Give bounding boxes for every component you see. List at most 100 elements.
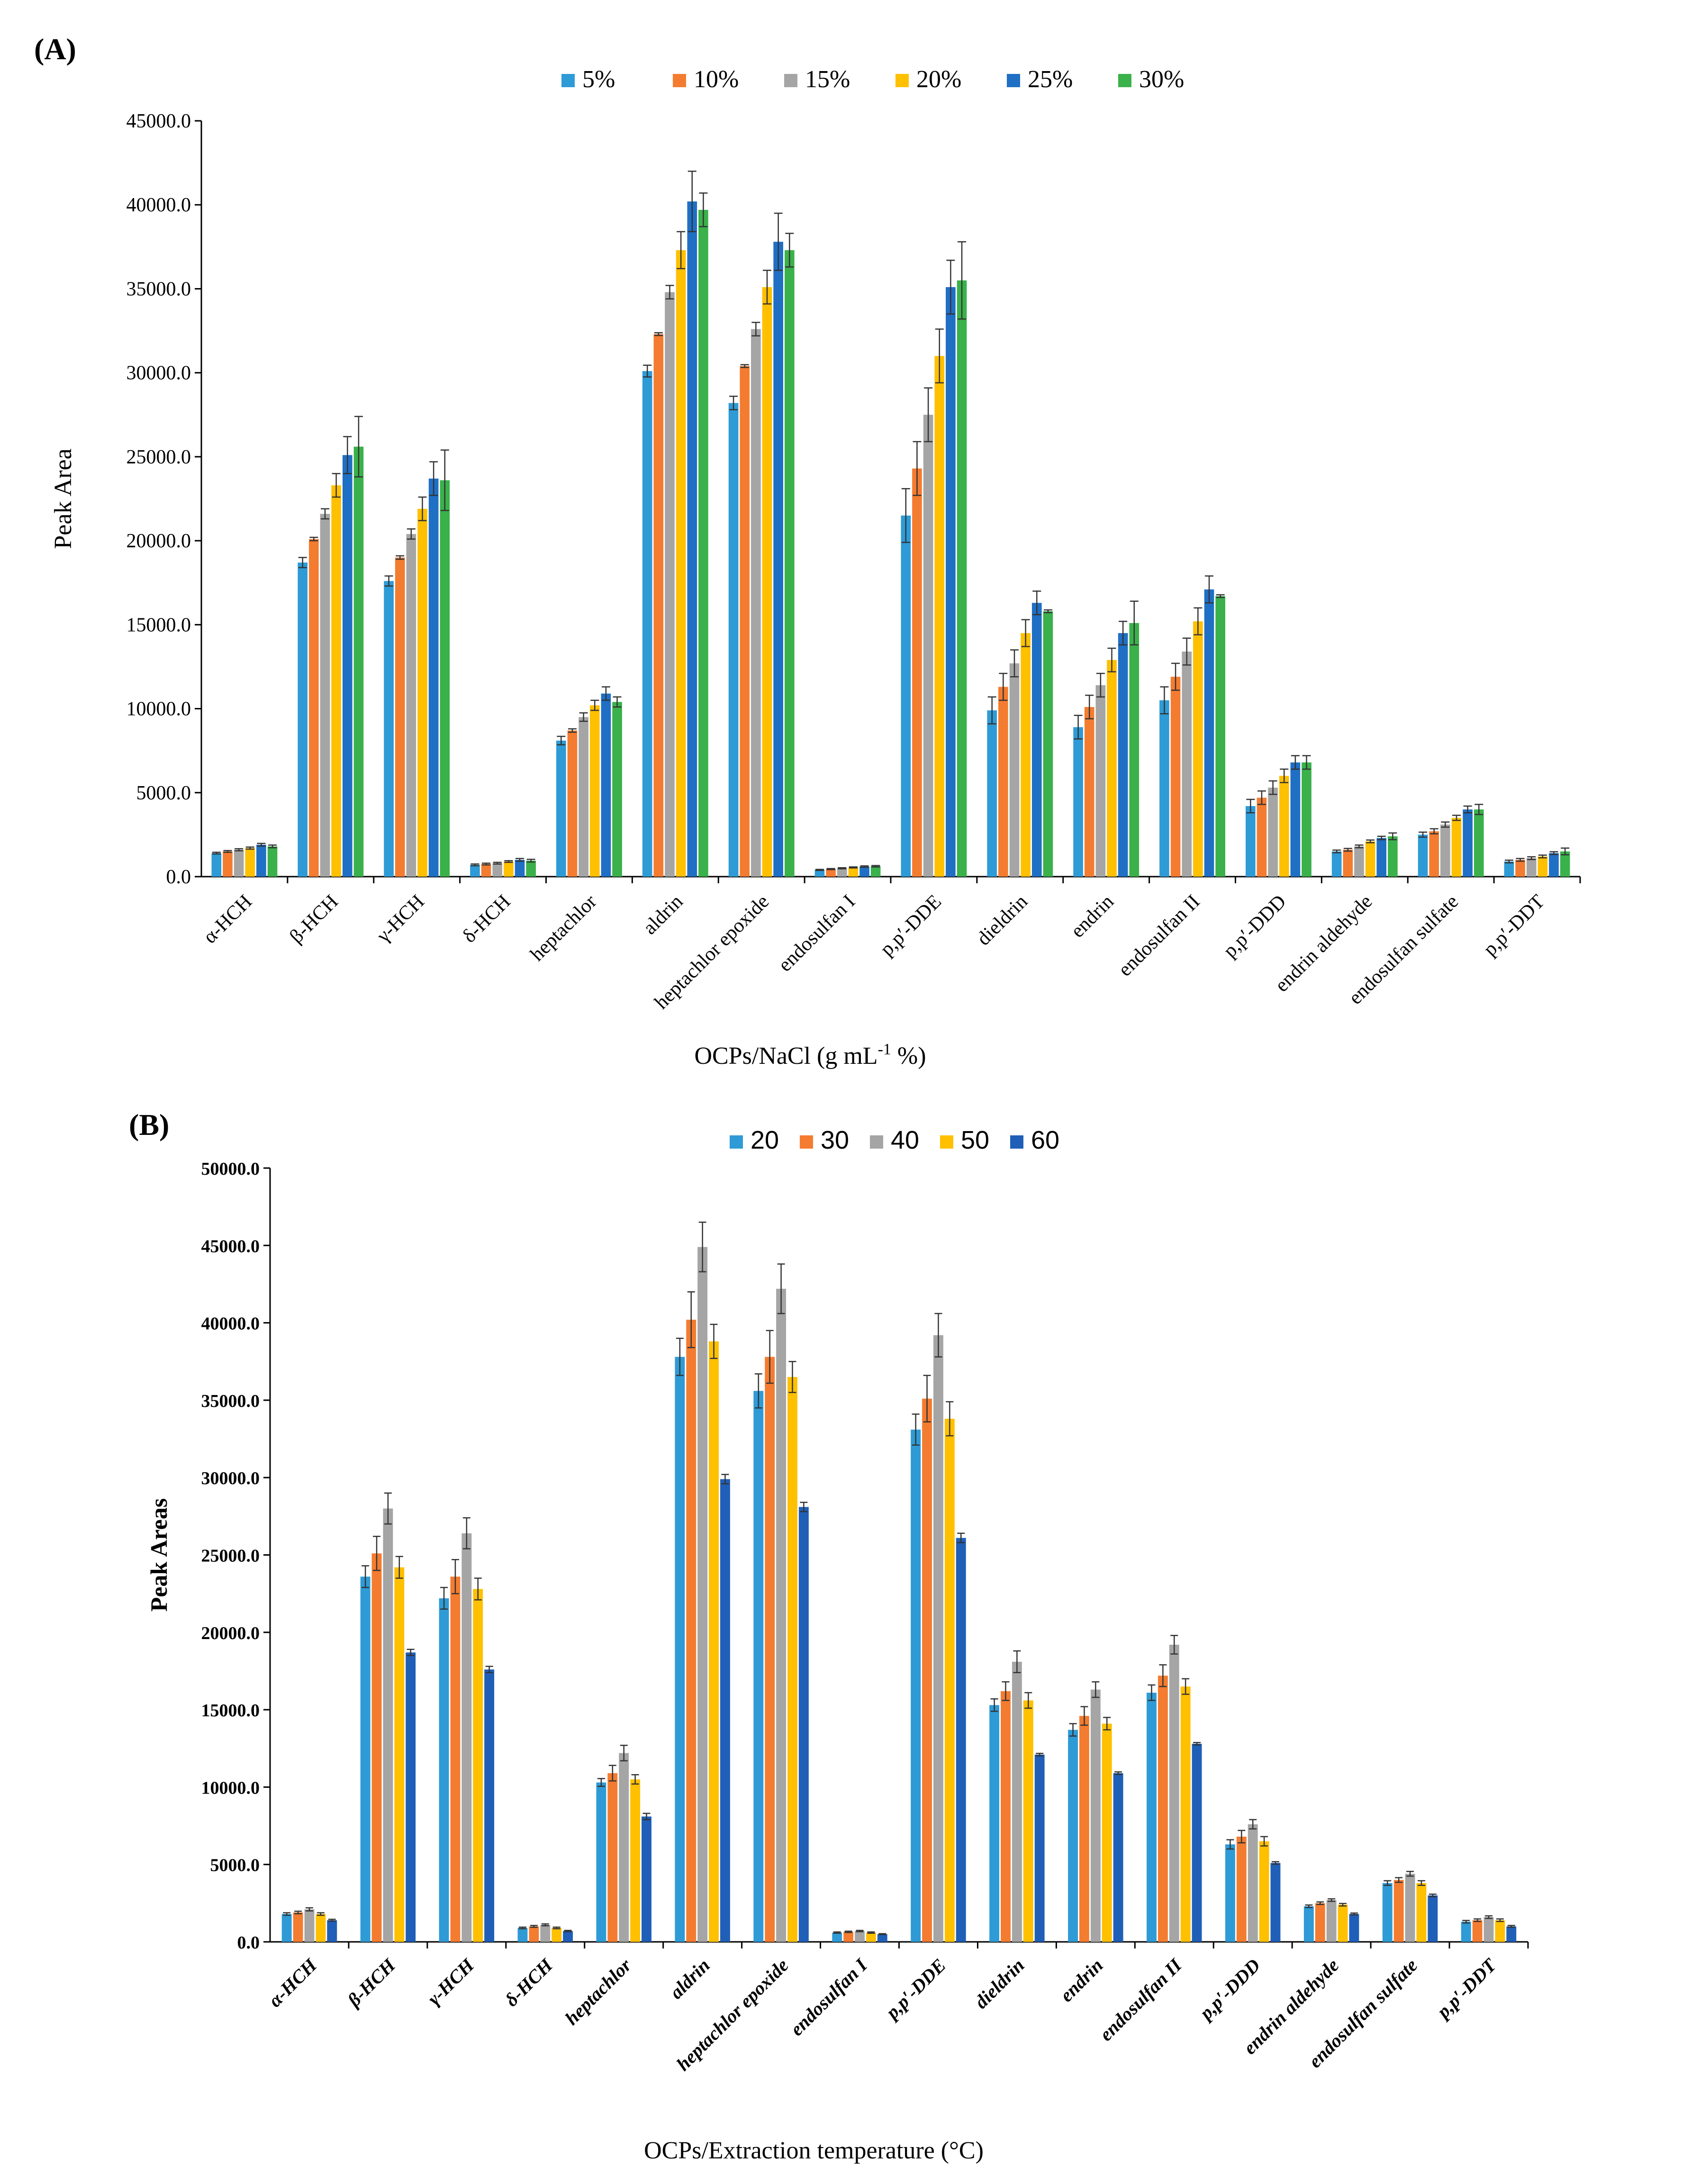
bar-50-p-p-ddt bbox=[1495, 1920, 1505, 1942]
bar-40-hch bbox=[383, 1508, 393, 1942]
bar-50-hch bbox=[552, 1928, 562, 1942]
legend-swatch-30 bbox=[1118, 74, 1131, 87]
bar-15-p-p-ddd bbox=[1268, 788, 1278, 877]
legend: 20 30 40 50 60 bbox=[730, 1126, 1059, 1154]
bar-20-heptachlor bbox=[596, 1782, 606, 1942]
bar-10-hch bbox=[309, 539, 319, 877]
series-30 bbox=[293, 1291, 1483, 1942]
bar-30-p-p-dde bbox=[957, 280, 967, 877]
bar-60-heptachlor-epoxide bbox=[798, 1507, 809, 1942]
bar-15-hch bbox=[320, 514, 330, 877]
x-tick-label-p-p-dde: p,p′-DDE bbox=[876, 891, 946, 961]
legend-label-60: 60 bbox=[1031, 1126, 1059, 1154]
series-30 bbox=[267, 192, 1570, 877]
bar-50-p-p-ddd bbox=[1259, 1841, 1269, 1942]
legend-swatch-25 bbox=[1007, 74, 1020, 87]
bar-50-endosulfan-sulfate bbox=[1416, 1883, 1427, 1942]
x-axis-title: OCPs/NaCl (g mL-1 %) bbox=[694, 1041, 926, 1069]
y-tick-label: 25000.0 bbox=[201, 1546, 260, 1566]
bar-50-aldrin bbox=[709, 1341, 719, 1942]
bar-5-hch bbox=[298, 562, 308, 877]
bar-40-dieldrin bbox=[1012, 1661, 1022, 1942]
bar-50-hch bbox=[473, 1589, 483, 1942]
bar-20-aldrin bbox=[675, 1357, 685, 1942]
legend-label-20: 20 bbox=[751, 1126, 779, 1154]
x-tick-label-aldrin: aldrin bbox=[665, 1955, 714, 2003]
y-tick-label: 5000.0 bbox=[136, 782, 191, 804]
bar-60-endrin bbox=[1113, 1773, 1123, 1942]
bar-15-heptachlor-epoxide bbox=[751, 329, 761, 877]
bar-20-aldrin bbox=[676, 250, 686, 877]
y-tick-label: 45000.0 bbox=[127, 110, 191, 132]
legend-label-50: 50 bbox=[961, 1126, 989, 1154]
series-50 bbox=[316, 1323, 1505, 1942]
bar-60-p-p-ddt bbox=[1506, 1926, 1517, 1942]
x-tick-label-hch: α-HCH bbox=[264, 1954, 322, 2011]
bar-20-hch bbox=[331, 485, 341, 877]
x-tick-label-hch: γ-HCH bbox=[372, 891, 429, 947]
x-axis-title-superscript: -1 bbox=[878, 1041, 891, 1058]
bar-5-heptachlor-epoxide bbox=[728, 403, 739, 877]
bar-20-endosulfan-i bbox=[832, 1932, 842, 1942]
bar-20-endrin bbox=[1107, 660, 1117, 877]
bar-50-hch bbox=[316, 1914, 326, 1942]
legend-swatch-10 bbox=[673, 74, 686, 87]
series-20 bbox=[281, 1338, 1471, 1942]
bar-20-endosulfan-sulfate bbox=[1382, 1883, 1393, 1942]
series-20 bbox=[245, 231, 1548, 877]
bar-20-endosulfan-ii bbox=[1193, 621, 1203, 877]
y-tick-label: 20000.0 bbox=[127, 530, 191, 552]
bar-15-aldrin bbox=[665, 292, 675, 877]
bar-15-endrin-aldehyde bbox=[1354, 846, 1364, 877]
bar-5-hch bbox=[470, 865, 480, 877]
bar-30-p-p-ddt bbox=[1560, 851, 1570, 877]
bar-30-endrin bbox=[1129, 623, 1139, 877]
bar-50-endosulfan-ii bbox=[1180, 1686, 1191, 1942]
x-tick-label-hch: α-HCH bbox=[199, 891, 256, 948]
bar-30-endosulfan-sulfate bbox=[1474, 809, 1484, 877]
bar-10-hch bbox=[395, 557, 405, 877]
legend-swatch-50 bbox=[940, 1135, 953, 1149]
bar-30-heptachlor-epoxide bbox=[784, 250, 795, 877]
bar-20-heptachlor-epoxide bbox=[753, 1391, 764, 1942]
bar-20-hch bbox=[439, 1598, 449, 1942]
y-tick-label: 50000.0 bbox=[201, 1159, 260, 1179]
bar-20-endosulfan-ii bbox=[1147, 1693, 1157, 1942]
bar-60-hch bbox=[327, 1920, 337, 1942]
legend-label-5: 5% bbox=[582, 66, 615, 93]
bar-50-dieldrin bbox=[1023, 1700, 1033, 1942]
bar-30-dieldrin bbox=[1043, 611, 1053, 877]
bar-25-heptachlor-epoxide bbox=[773, 242, 783, 877]
bar-5-heptachlor bbox=[556, 740, 566, 877]
series-10 bbox=[223, 332, 1525, 877]
bar-10-endrin-aldehyde bbox=[1343, 850, 1353, 877]
bar-30-hch bbox=[440, 480, 450, 877]
series-15 bbox=[234, 285, 1537, 877]
legend-swatch-15 bbox=[784, 74, 797, 87]
bar-5-hch bbox=[211, 853, 222, 877]
bar-20-p-p-ddt bbox=[1537, 856, 1548, 877]
bar-5-aldrin bbox=[642, 371, 652, 877]
bar-25-endrin bbox=[1118, 633, 1128, 877]
bar-10-endosulfan-sulfate bbox=[1429, 831, 1439, 877]
bar-60-hch bbox=[563, 1931, 573, 1942]
y-tick-label: 10000.0 bbox=[127, 698, 191, 720]
bar-20-hch bbox=[360, 1577, 371, 1942]
y-tick-label: 0.0 bbox=[166, 866, 191, 888]
bar-30-heptachlor bbox=[607, 1773, 618, 1942]
bar-10-p-p-dde bbox=[912, 468, 922, 877]
bar-60-endosulfan-sulfate bbox=[1428, 1895, 1438, 1942]
bar-40-hch bbox=[304, 1909, 315, 1942]
bar-60-p-p-ddd bbox=[1270, 1863, 1281, 1942]
x-tick-label-endrin: endrin bbox=[1056, 1955, 1107, 2006]
bar-5-p-p-ddd bbox=[1246, 806, 1256, 877]
bar-30-aldrin bbox=[686, 1320, 696, 1942]
x-tick-label-p-p-dde: p,p′-DDE bbox=[880, 1955, 950, 2024]
bar-15-endrin bbox=[1095, 685, 1106, 877]
bar-40-heptachlor bbox=[619, 1753, 629, 1942]
x-tick-label-p-p-ddd: p,p′-DDD bbox=[1194, 1955, 1265, 2025]
bar-20-heptachlor-epoxide bbox=[762, 287, 772, 877]
bar-40-p-p-dde bbox=[933, 1335, 943, 1942]
bar-20-hch bbox=[517, 1928, 528, 1942]
bar-10-dieldrin bbox=[998, 687, 1008, 877]
